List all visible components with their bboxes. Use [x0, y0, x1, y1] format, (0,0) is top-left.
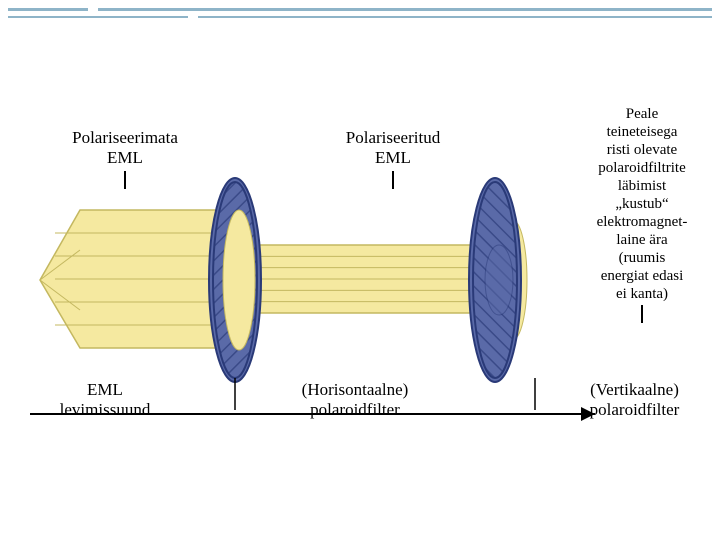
polarization-diagram — [20, 100, 700, 480]
